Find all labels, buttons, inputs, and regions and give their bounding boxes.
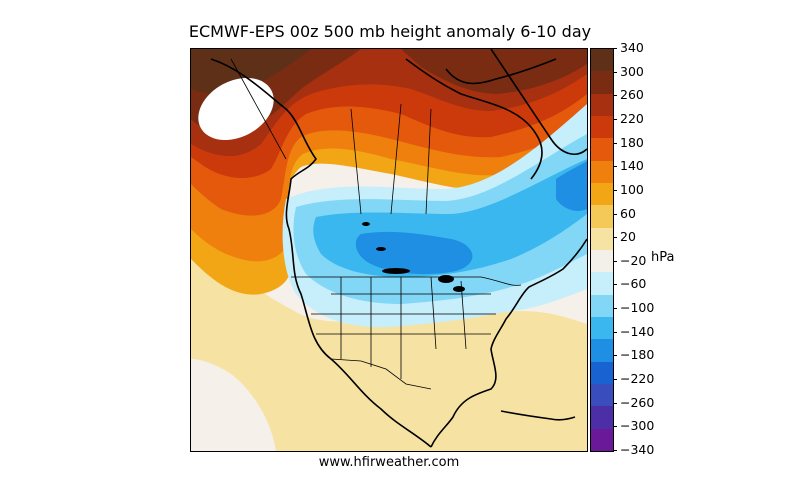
colorbar-tick-label: 20 xyxy=(613,230,673,244)
colorbar-segment xyxy=(591,160,613,183)
colorbar-tick-label: −100 xyxy=(613,301,673,315)
colorbar-tick-label: −220 xyxy=(613,372,673,386)
weak-positive-south xyxy=(191,224,587,451)
colorbar-ticks: 340 300 260 220 180 140 100 60 20 −20 −60 −100 −140 −… xyxy=(613,41,673,457)
colorbar-segment xyxy=(591,272,613,295)
colorbar-tick-label: 140 xyxy=(613,159,673,173)
anomaly-map xyxy=(190,48,588,452)
colorbar-unit: hPa xyxy=(651,250,675,265)
colorbar-tick-label: 260 xyxy=(613,88,673,102)
caribbean-islands xyxy=(500,410,576,421)
map-svg xyxy=(191,49,587,451)
colorbar-tick-label: 340 xyxy=(613,41,673,55)
colorbar-tick-label: −260 xyxy=(613,395,673,410)
state-lines-h xyxy=(311,293,496,335)
colorbar-segment xyxy=(591,93,613,116)
colorbar-tick-label: 180 xyxy=(613,135,673,150)
colorbar-segment xyxy=(591,294,613,317)
east-coast xyxy=(430,238,587,448)
colorbar-tick-label: −180 xyxy=(613,348,673,362)
hudson-arctic xyxy=(405,58,543,180)
colorbar-segment xyxy=(591,138,613,161)
colorbar-segment xyxy=(591,316,613,340)
colorbar-segment xyxy=(591,205,613,228)
coastlines xyxy=(210,49,587,448)
colorbar-segment xyxy=(591,71,613,94)
colorbar-segment xyxy=(591,249,613,273)
colorbar-segment xyxy=(591,383,613,407)
west-coast xyxy=(210,58,432,448)
colorbar-tick-label: 300 xyxy=(613,64,673,79)
province-lines xyxy=(350,103,432,215)
colorbar-tick-label: 60 xyxy=(613,206,673,221)
us-canada-border xyxy=(291,276,522,286)
colorbar-segment xyxy=(591,227,613,250)
colorbar-segment xyxy=(591,361,613,384)
state-lines-v xyxy=(340,276,467,379)
ridge-center-east xyxy=(401,49,587,94)
colorbar-segment xyxy=(591,339,613,362)
colorbar-segment xyxy=(591,406,613,429)
trough-east-core xyxy=(556,161,587,211)
ridge-peak xyxy=(191,49,311,94)
colorbar xyxy=(590,48,614,452)
colorbar-tick-label: −20 xyxy=(613,253,673,268)
colorbar-tick-label: 100 xyxy=(613,182,673,197)
colorbar-tick-label: −60 xyxy=(613,277,673,291)
colorbar-tick-label: −300 xyxy=(613,419,673,433)
chart-title: ECMWF-EPS 00z 500 mb height anomaly 6-10… xyxy=(188,22,592,41)
data-void xyxy=(198,77,274,141)
political-borders xyxy=(230,58,522,390)
colorbar-tick-label: −140 xyxy=(613,324,673,339)
lakes xyxy=(362,222,465,292)
colorbar-segment xyxy=(591,182,613,206)
colorbar-segment xyxy=(591,428,613,451)
colorbar-segment xyxy=(591,115,613,139)
trough-core xyxy=(355,231,473,275)
arctic-islands xyxy=(445,58,557,85)
colorbar-segment xyxy=(591,49,613,72)
colorbar-tick-label: 220 xyxy=(613,111,673,126)
colorbar-tick-label: −340 xyxy=(613,443,673,457)
source-credit: www.hfirweather.com xyxy=(318,455,460,470)
greenland-coast xyxy=(490,49,587,155)
us-mexico-border xyxy=(330,358,432,390)
alaska-border xyxy=(230,58,287,160)
